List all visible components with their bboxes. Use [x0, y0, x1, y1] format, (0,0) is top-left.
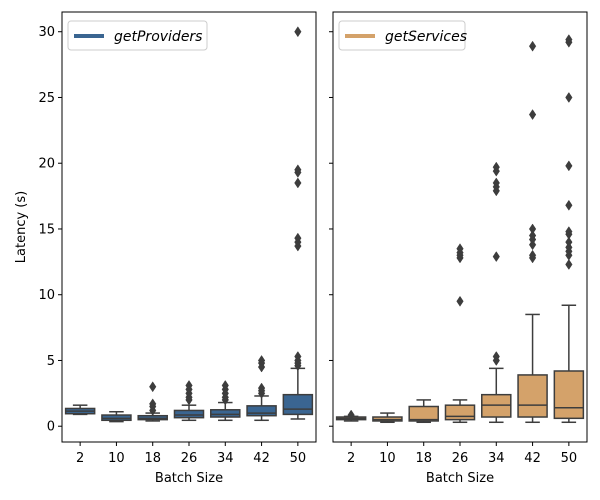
box-iqr	[553, 370, 585, 420]
outlier-point	[294, 177, 302, 189]
box-iqr	[210, 409, 241, 418]
outlier-point	[528, 249, 537, 261]
legend-label: getProviders	[114, 29, 202, 45]
y-axis-label: Latency (s)	[14, 191, 29, 263]
legend-label: getServices	[385, 29, 467, 45]
x-tick-label: 26	[452, 451, 469, 466]
x-tick-label: 34	[217, 451, 234, 466]
outlier-point	[294, 164, 302, 176]
box-iqr	[444, 404, 476, 421]
outlier-point	[565, 259, 573, 270]
outlier-point	[528, 230, 537, 242]
outlier-point	[294, 351, 302, 362]
x-tick-label: 34	[488, 451, 505, 466]
outlier-point	[257, 382, 266, 394]
legend-box	[338, 20, 466, 51]
outlier-point	[456, 243, 464, 255]
box-iqr	[408, 405, 439, 422]
outlier-point	[565, 199, 573, 211]
y-tick-label: 15	[38, 222, 55, 237]
x-tick-label: 18	[415, 451, 432, 466]
outlier-point	[565, 34, 573, 46]
outlier-point	[565, 226, 573, 238]
outlier-point	[149, 381, 157, 393]
outlier-point	[347, 409, 355, 421]
box-iqr	[517, 374, 548, 418]
outlier-point	[565, 236, 573, 248]
outlier-point	[257, 355, 266, 366]
box-iqr	[173, 409, 205, 419]
right-plot-panel: 2 10 18 26 34 42 50 Batch Size getServices	[329, 11, 588, 486]
x-tick-label: 10	[379, 451, 396, 466]
legend-box	[67, 20, 208, 51]
y-tick-label: 25	[38, 91, 55, 106]
outlier-point	[456, 295, 464, 307]
outlier-point	[185, 380, 193, 391]
y-tick-label: 5	[47, 354, 55, 369]
y-tick-label: 30	[38, 25, 55, 40]
axes-frame	[332, 11, 588, 443]
axes-frame	[61, 11, 317, 443]
outlier-point	[221, 380, 229, 391]
x-tick-label: 50	[561, 451, 578, 466]
outlier-point	[528, 40, 537, 52]
outlier-point	[565, 160, 573, 172]
outlier-point	[492, 251, 500, 263]
outlier-point	[492, 161, 500, 173]
x-tick-label: 18	[144, 451, 161, 466]
x-tick-label: 10	[108, 451, 125, 466]
x-tick-label: 26	[181, 451, 198, 466]
y-tick-label: 20	[38, 157, 55, 172]
box-iqr	[282, 393, 314, 416]
outlier-point	[565, 92, 573, 103]
x-axis-label: Batch Size	[155, 471, 223, 486]
outlier-point	[528, 223, 537, 235]
x-tick-label: 50	[290, 451, 307, 466]
x-tick-label: 42	[253, 451, 270, 466]
x-axis-label: Batch Size	[426, 471, 494, 486]
x-tick-label: 2	[76, 451, 84, 466]
outlier-point	[294, 26, 302, 38]
outlier-point	[528, 109, 537, 121]
x-tick-label: 2	[347, 451, 355, 466]
y-tick-label: 10	[38, 288, 55, 303]
outlier-point	[294, 232, 302, 244]
box-iqr	[246, 405, 277, 417]
left-plot-panel: 0 5 10 15 20 25 30 2 10 18 26 34 42 50 Batch Size Laten…	[14, 11, 317, 486]
outlier-point	[149, 398, 157, 410]
outlier-point	[492, 351, 500, 362]
x-tick-label: 42	[524, 451, 541, 466]
outlier-point	[492, 177, 500, 189]
y-tick-label: 0	[47, 420, 55, 435]
